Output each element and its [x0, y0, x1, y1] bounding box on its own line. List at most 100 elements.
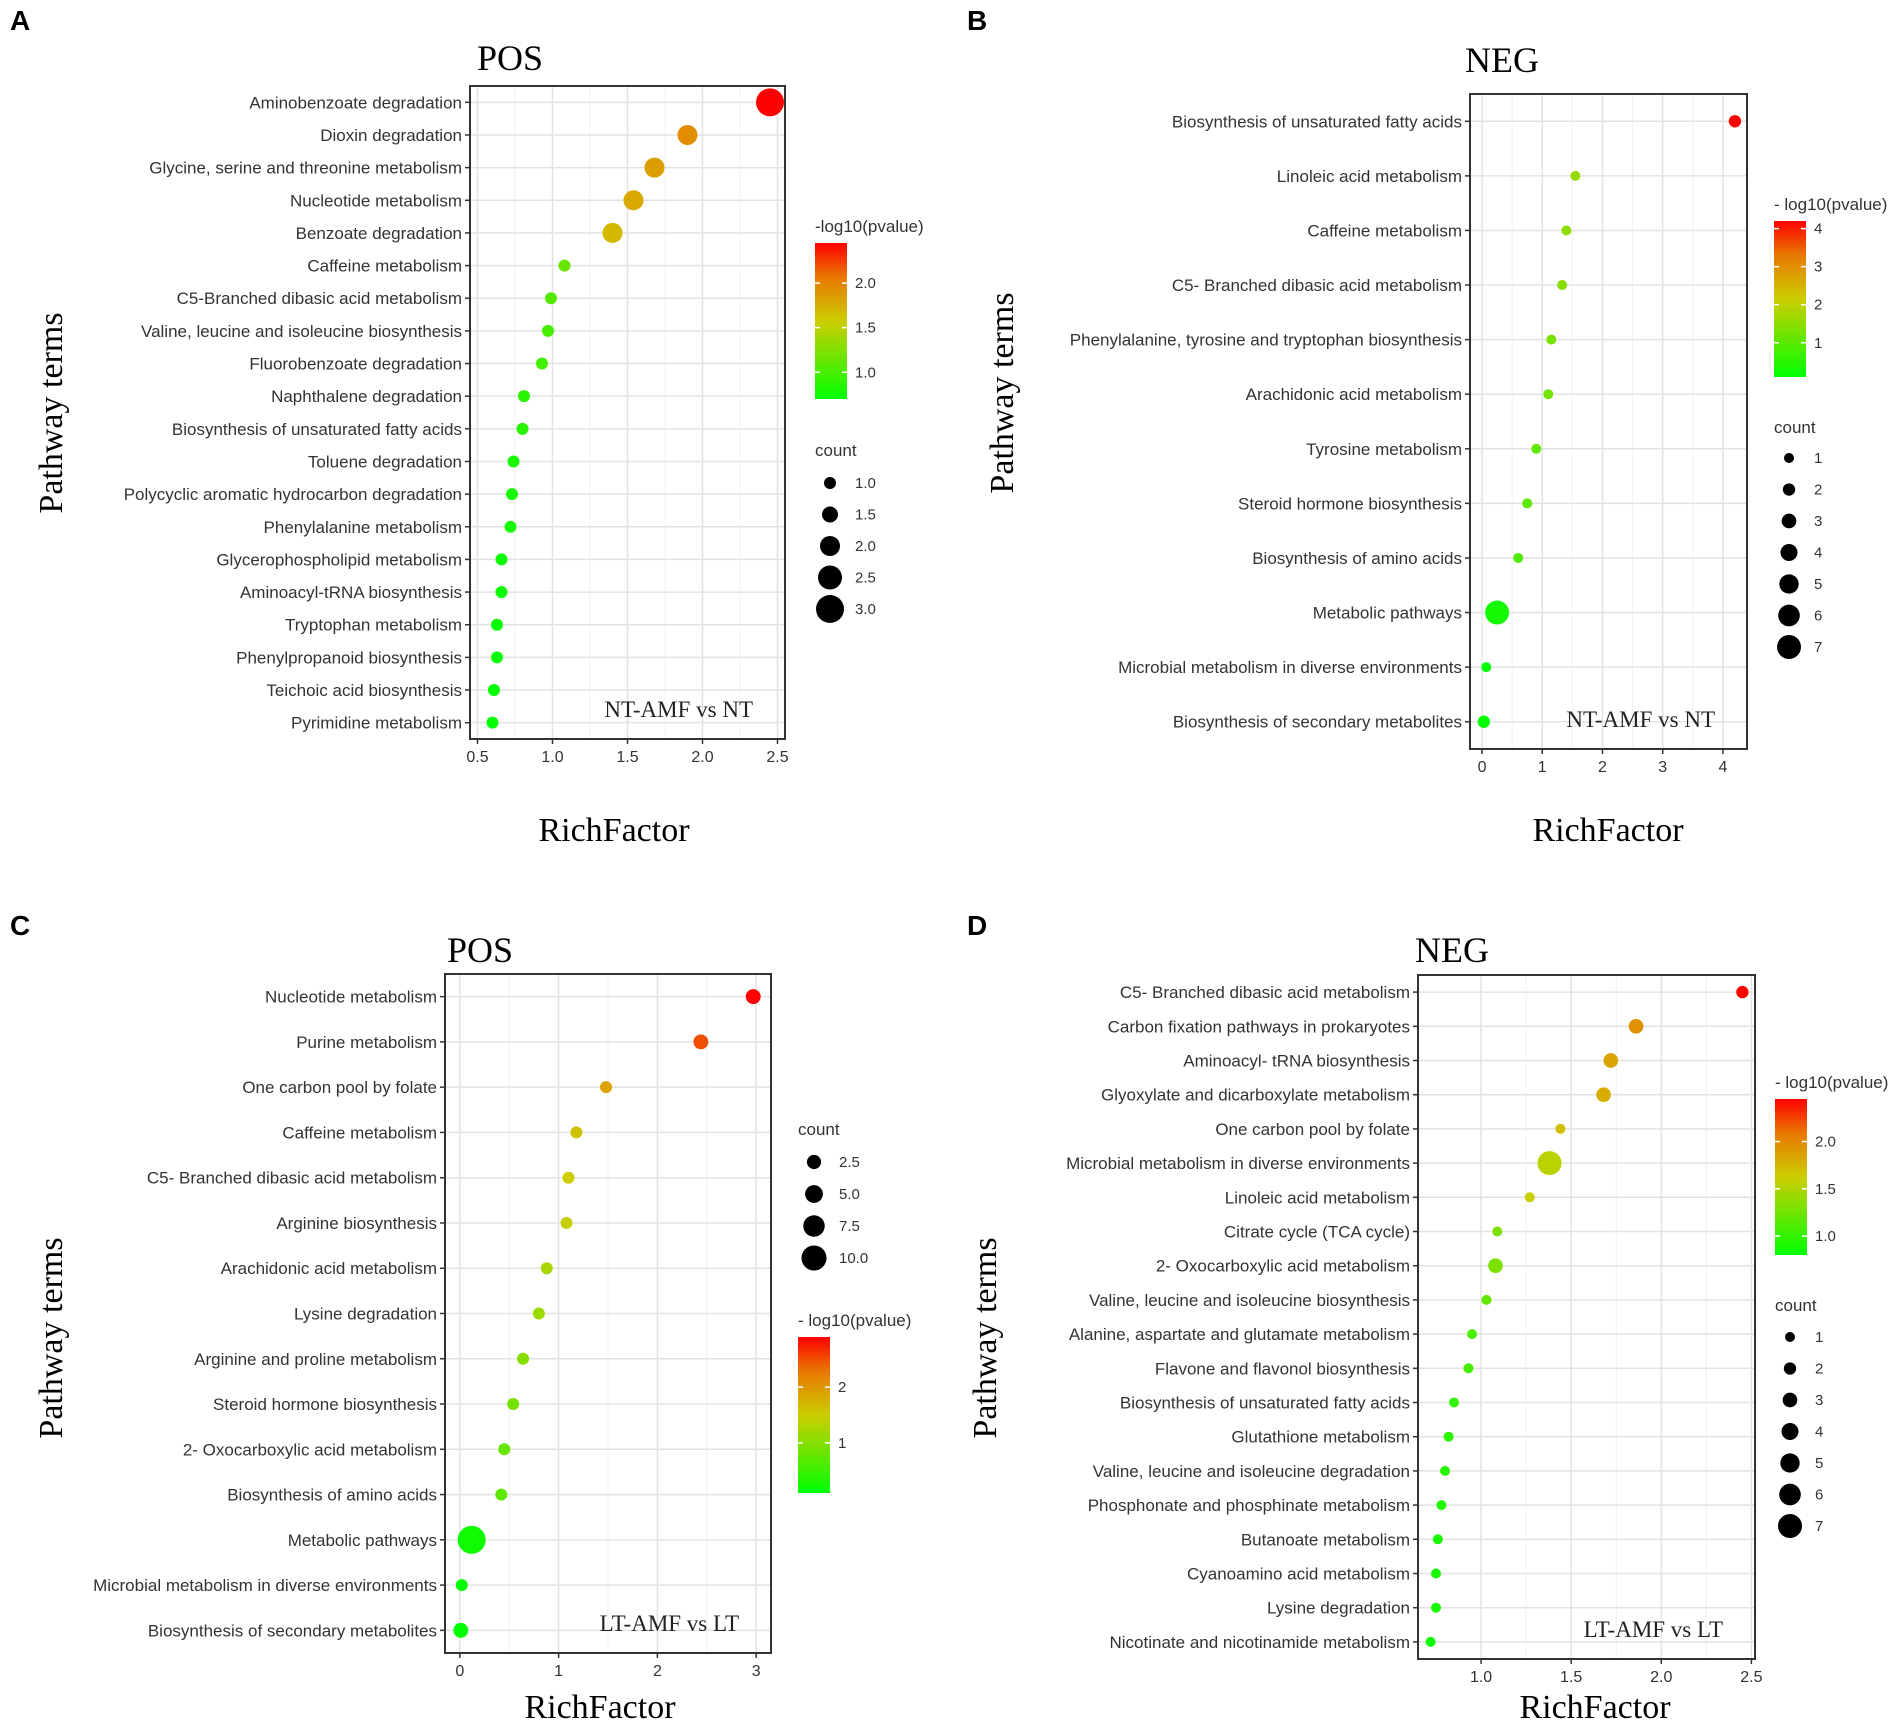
- colorbar-tick-label: 1.5: [855, 320, 876, 337]
- data-point: [1561, 225, 1572, 236]
- data-point: [1531, 443, 1542, 454]
- data-point: [1485, 600, 1510, 625]
- data-point: [498, 1443, 511, 1456]
- data-point: [560, 1216, 573, 1229]
- x-tick-label: 2.0: [1650, 1669, 1672, 1686]
- y-tick-label: Arachidonic acid metabolism: [1246, 385, 1462, 404]
- size-legend-dot: [1781, 513, 1797, 529]
- x-tick-label: 1.0: [1470, 1669, 1492, 1686]
- size-legend-dot: [820, 536, 840, 556]
- x-tick-label: 2: [653, 1663, 662, 1680]
- size-legend-label: 2.0: [855, 538, 876, 555]
- data-point: [453, 1622, 469, 1638]
- x-tick-label: 2: [1598, 759, 1607, 776]
- size-legend-dot: [1778, 604, 1800, 627]
- comparison-label: NT-AMF vs NT: [604, 697, 753, 722]
- data-point: [1492, 1226, 1503, 1237]
- colorbar: [798, 1337, 830, 1493]
- x-tick-label: 0.5: [466, 749, 488, 766]
- colorbar-title: - log10(pvalue): [798, 1311, 911, 1330]
- size-legend-title: count: [798, 1120, 840, 1139]
- x-tick-label: 1: [554, 1663, 563, 1680]
- data-point: [1628, 1018, 1644, 1034]
- data-point: [536, 357, 548, 370]
- y-tick-label: Glyoxylate and dicarboxylate metabolism: [1101, 1086, 1410, 1105]
- y-tick-label: Steroid hormone biosynthesis: [213, 1395, 437, 1414]
- size-legend-dot: [1784, 453, 1794, 463]
- panel-a: A POS Aminobenzoate degradation Dioxin degr…: [10, 5, 924, 849]
- data-point: [1440, 1465, 1451, 1476]
- size-legend-label: 1: [1814, 450, 1822, 467]
- colorbar-tick-label: 2: [838, 1379, 846, 1396]
- y-tick-label: Aminoacyl-tRNA biosynthesis: [240, 583, 462, 602]
- panel-c: C POS Nucleotide metabolism Purine metaboli…: [10, 910, 911, 1726]
- x-axis-title: RichFactor: [524, 1689, 676, 1726]
- y-tick-label: Linoleic acid metabolism: [1225, 1188, 1410, 1207]
- y-tick-label: Lysine degradation: [1267, 1599, 1410, 1618]
- y-tick-label: Biosynthesis of secondary metabolites: [1173, 713, 1462, 732]
- x-tick-label: 3: [752, 1663, 761, 1680]
- y-tick-label: Teichoic acid biosynthesis: [266, 681, 462, 700]
- data-point: [1449, 1397, 1460, 1408]
- size-legend-dot: [816, 595, 844, 623]
- y-tick-label: Phenylalanine, tyrosine and tryptophan b…: [1070, 331, 1462, 350]
- data-point: [1728, 115, 1742, 128]
- size-legend-dot: [1779, 574, 1799, 594]
- size-legend-dot: [818, 565, 842, 590]
- x-tick-label: 3: [1658, 759, 1667, 776]
- data-point: [1603, 1053, 1619, 1068]
- y-tick-label: Metabolic pathways: [1313, 604, 1462, 623]
- y-tick-label: Flavone and flavonol biosynthesis: [1155, 1359, 1410, 1378]
- colorbar-tick-label: 3: [1814, 259, 1822, 276]
- y-tick-label: Microbial metabolism in diverse environm…: [93, 1576, 437, 1595]
- y-tick-label: Arginine and proline metabolism: [194, 1350, 437, 1369]
- y-tick-label: Benzoate degradation: [296, 224, 462, 243]
- y-tick-label: Phenylpropanoid biosynthesis: [236, 648, 462, 667]
- size-legend-label: 10.0: [839, 1250, 868, 1267]
- y-tick-label: Naphthalene degradation: [271, 387, 462, 406]
- y-tick-label: Purine metabolism: [296, 1033, 437, 1052]
- data-point: [1432, 1534, 1443, 1545]
- size-legend-label: 5: [1814, 576, 1822, 593]
- panel-d: D NEG C5- Branched dibasic acid metabolism…: [967, 910, 1888, 1726]
- size-legend-label: 5.0: [839, 1186, 860, 1203]
- y-tick-label: Lysine degradation: [294, 1305, 437, 1324]
- y-tick-label: Fluorobenzoate degradation: [249, 355, 462, 374]
- y-tick-label: Caffeine metabolism: [1307, 221, 1462, 240]
- colorbar-tick-label: 1.0: [1815, 1228, 1836, 1245]
- panel-letter: B: [967, 5, 987, 36]
- size-legend-label: 6: [1815, 1487, 1823, 1504]
- size-legend-label: 1.5: [855, 507, 876, 524]
- size-legend-dot: [1779, 1483, 1801, 1506]
- data-point: [517, 1352, 530, 1365]
- x-tick-label: 0: [455, 1663, 464, 1680]
- data-point: [495, 553, 508, 566]
- data-point: [1477, 715, 1491, 728]
- y-tick-label: Aminobenzoate degradation: [249, 93, 462, 112]
- size-legend-label: 6: [1814, 608, 1822, 625]
- panel-letter: A: [10, 5, 30, 36]
- size-legend-title: count: [815, 441, 857, 460]
- y-tick-label: Valine, leucine and isoleucine biosynthe…: [1089, 1291, 1410, 1310]
- y-axis-title: Pathway terms: [984, 292, 1021, 493]
- data-point: [1481, 1294, 1492, 1305]
- data-point: [1513, 552, 1524, 563]
- panel-b: B NEG Biosynthesis of unsaturated fatty ac…: [967, 5, 1887, 849]
- data-point: [491, 618, 503, 631]
- data-point: [516, 422, 529, 435]
- chart-title: NEG: [1415, 930, 1489, 970]
- x-tick-label: 2.5: [766, 749, 788, 766]
- x-tick-label: 2.5: [1740, 1669, 1762, 1686]
- size-legend-dot: [1778, 1514, 1802, 1538]
- colorbar-title: - log10(pvalue): [1774, 195, 1887, 214]
- data-point: [1436, 1500, 1447, 1511]
- comparison-label: LT-AMF vs LT: [1584, 1617, 1723, 1642]
- y-axis-title: Pathway terms: [33, 312, 70, 513]
- colorbar-tick-label: 4: [1814, 221, 1822, 238]
- data-point: [1443, 1431, 1454, 1442]
- data-point: [506, 488, 518, 501]
- chart-title: POS: [447, 930, 513, 970]
- y-tick-label: Citrate cycle (TCA cycle): [1224, 1223, 1410, 1242]
- colorbar-title: -log10(pvalue): [815, 217, 924, 236]
